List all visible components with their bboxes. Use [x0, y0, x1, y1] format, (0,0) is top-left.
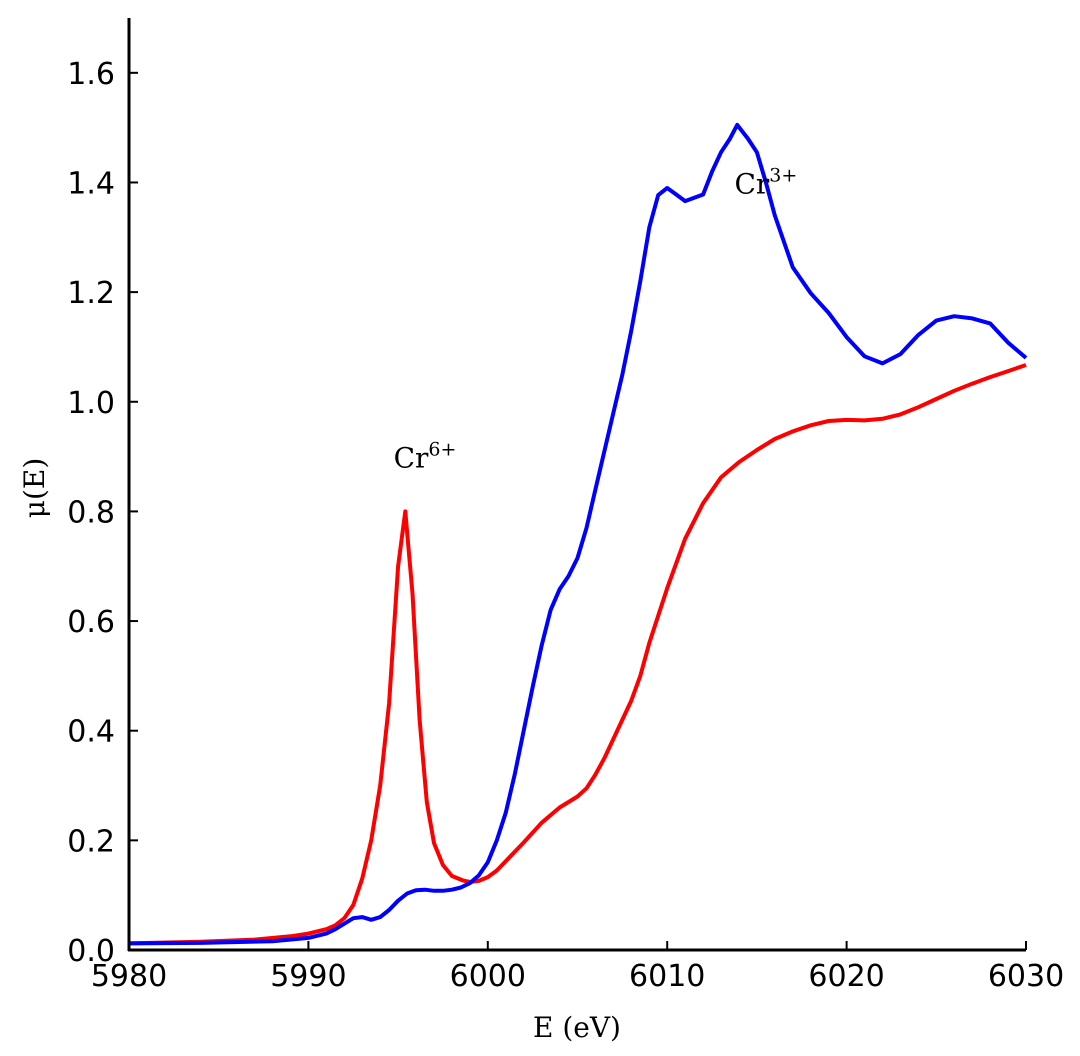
x-ticks: 5980 5990 6000 6010 6020 6030 [91, 941, 1064, 994]
x-tick-label: 6030 [988, 959, 1064, 994]
series-layer [128, 122, 1028, 946]
annotation-label: Cr3+ [734, 164, 797, 200]
annotation-label: Cr6+ [394, 439, 457, 475]
y-tick-label: 0.6 [67, 605, 115, 640]
y-tick-label: 0.0 [67, 934, 115, 969]
x-axis-title: E (eV) [533, 1011, 621, 1044]
y-tick-label: 1.2 [67, 276, 115, 311]
x-tick-label: 5990 [270, 959, 346, 994]
y-tick-label: 1.4 [67, 166, 115, 201]
x-tick-label: 5980 [91, 959, 167, 994]
y-tick-label: 1.6 [67, 57, 115, 92]
y-tick-label: 0.2 [67, 824, 115, 859]
y-ticks: 0.0 0.2 0.4 0.6 0.8 1.0 1.2 1.4 1.6 [67, 57, 138, 969]
axes-layer [127, 18, 1026, 952]
series-line-0 [128, 363, 1027, 946]
annotations: Cr6+ Cr3+ [394, 164, 798, 474]
y-tick-label: 0.4 [67, 715, 115, 750]
y-tick-label: 1.0 [67, 386, 115, 421]
x-tick-label: 6010 [629, 959, 705, 994]
x-tick-label: 6020 [808, 959, 884, 994]
y-axis-title: μ(E) [18, 458, 51, 518]
y-tick-label: 0.8 [67, 495, 115, 530]
series-line-1 [128, 122, 1028, 946]
x-tick-label: 6000 [450, 959, 526, 994]
